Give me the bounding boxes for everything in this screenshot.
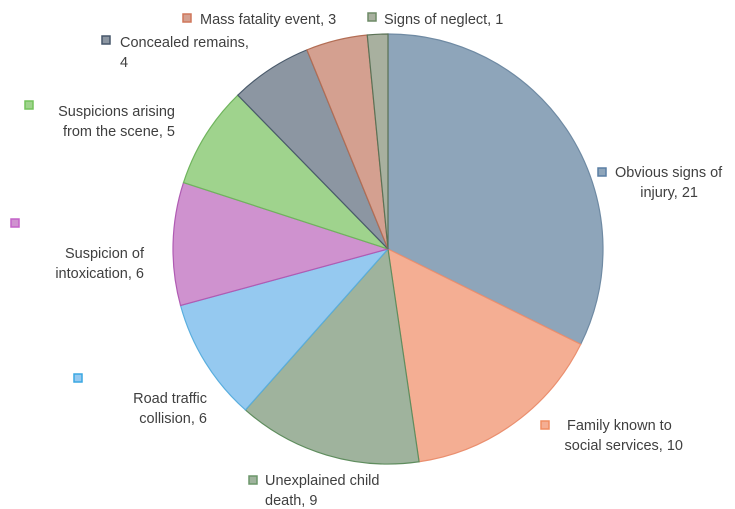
slice-label-line: Family known to (567, 418, 672, 434)
pie-slice-family-known-to-social-services (387, 247, 582, 463)
legend-marker-concealed-remains (101, 35, 111, 45)
slice-labels: Obvious signs of injury, 21 Family known t… (55, 12, 723, 509)
slice-label-family-known-to-social-services: Family known to social services, 10 (565, 418, 683, 454)
pie-slice-signs-of-neglect (366, 33, 389, 250)
pie-slice-unexplained-child-death (244, 247, 420, 465)
slice-label-suspicions-arising-from-the-scene: Suspicions arising from the scene, 5 (58, 104, 175, 140)
legend-marker-road-traffic-collision (73, 373, 83, 383)
legend-marker-signs-of-neglect (367, 12, 377, 22)
legend-marker-obvious-signs-of-injury (597, 167, 607, 177)
slice-label-signs-of-neglect: Signs of neglect, 1 (384, 12, 503, 28)
slice-label-line: Obvious signs of (615, 165, 723, 181)
legend-marker-suspicions-arising-from-the-scene (24, 100, 34, 110)
slice-label-line: collision, 6 (139, 411, 207, 427)
legend-marker-family-known-to-social-services (540, 420, 550, 430)
pie-slice-obvious-signs-of-injury (387, 33, 604, 346)
pie-slice-road-traffic-collision (179, 247, 390, 411)
slice-label-line: Suspicion of (65, 246, 145, 262)
slice-label-line: social services, 10 (565, 438, 683, 454)
slice-label-line: injury, 21 (640, 185, 698, 201)
slice-label-concealed-remains: Concealed remains, 4 (120, 35, 249, 71)
slice-label-line: 4 (120, 55, 128, 71)
legend-marker-mass-fatality-event (182, 13, 192, 23)
legend-marker-unexplained-child-death (248, 475, 258, 485)
slice-label-line: Suspicions arising (58, 104, 175, 120)
slice-label-line: Concealed remains, (120, 35, 249, 51)
slice-label-line: intoxication, 6 (55, 266, 144, 282)
slice-label-unexplained-child-death: Unexplained child death, 9 (265, 473, 379, 509)
slice-label-road-traffic-collision: Road traffic collision, 6 (133, 391, 207, 427)
slice-label-line: Signs of neglect, 1 (384, 12, 503, 28)
slice-label-line: from the scene, 5 (63, 124, 175, 140)
legend-markers (10, 12, 607, 485)
slice-label-line: Unexplained child (265, 473, 379, 489)
slice-label-line: Mass fatality event, 3 (200, 12, 336, 28)
pie-slice-suspicion-of-intoxication (172, 181, 391, 307)
pie-slices (172, 33, 604, 465)
slice-label-line: death, 9 (265, 493, 317, 509)
slice-label-mass-fatality-event: Mass fatality event, 3 (200, 12, 336, 28)
pie-slice-suspicions-arising-from-the-scene (182, 94, 389, 250)
slice-label-line: Road traffic (133, 391, 207, 407)
legend-marker-suspicion-of-intoxication (10, 218, 20, 228)
slice-label-obvious-signs-of-injury: Obvious signs of injury, 21 (615, 165, 723, 201)
slice-label-suspicion-of-intoxication: Suspicion of intoxication, 6 (55, 246, 145, 282)
